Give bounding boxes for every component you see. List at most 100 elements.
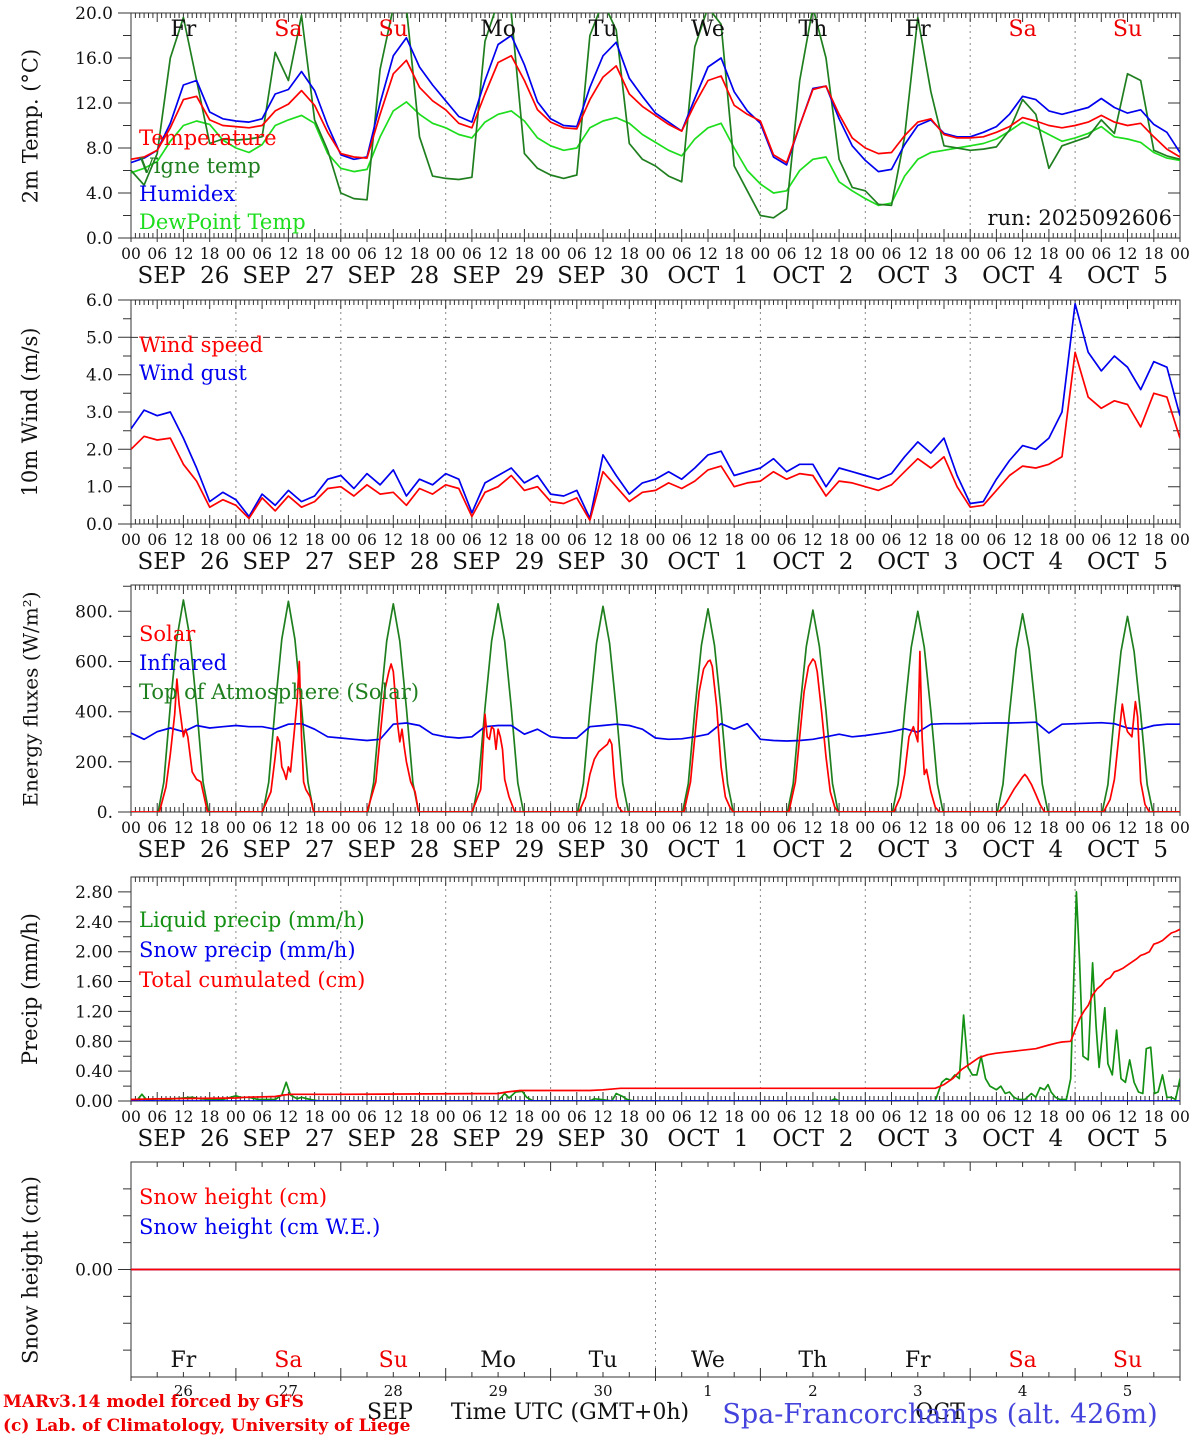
hour-tick-label: 12 [1013,1108,1033,1126]
date-label: SEP 29 [452,837,544,863]
weekday-label: Sa [274,17,302,42]
x-minor-ticks [156,1162,1155,1377]
hour-tick-label: 06 [252,819,272,837]
hour-tick-label: 06 [987,531,1007,549]
weekday-label: Fr [905,1348,931,1373]
date-label: SEP 27 [242,549,334,575]
hour-tick-label: 00 [751,531,771,549]
date-label: OCT 1 [667,837,748,863]
weekday-label: Sa [1009,1348,1037,1373]
legend-infrared: Infrared [139,651,228,675]
weekday-label: Sa [1009,17,1037,42]
hour-tick-label: 00 [121,819,141,837]
y-major-ticks [118,299,1180,525]
hour-tick-label: 06 [147,1108,167,1126]
date-label: OCT 2 [772,263,853,289]
hour-tick-label: 12 [1013,245,1033,263]
hour-tick-label: 00 [646,531,666,549]
hour-tick-label: 12 [593,819,613,837]
hour-tick-label: 00 [226,819,246,837]
hour-tick-label: 12 [174,819,194,837]
hour-tick-label: 18 [200,531,220,549]
date-label: OCT 1 [667,549,748,575]
hour-tick-label: 18 [724,245,744,263]
wind-legend: Wind speed Wind gust [139,331,263,387]
hour-tick-label: 00 [646,1108,666,1126]
hour-tick-label: 06 [252,245,272,263]
hour-tick-label: 00 [331,1108,351,1126]
day-number-label: 30 [594,1382,613,1400]
hour-tick-label: 12 [174,245,194,263]
hour-tick-label: 06 [672,245,692,263]
hour-tick-label: 12 [593,1108,613,1126]
series-solar [131,650,1180,812]
hour-tick-label: 06 [357,819,377,837]
hour-tick-label: 06 [462,245,482,263]
hour-tick-label: 12 [698,1108,718,1126]
date-label: SEP 28 [347,1126,439,1152]
hour-tick-label: 18 [829,819,849,837]
hour-tick-label: 18 [305,1108,325,1126]
hour-tick-label: 00 [541,1108,561,1126]
hour-tick-label: 18 [1039,245,1059,263]
hour-tick-label: 12 [698,531,718,549]
hour-tick-label: 18 [934,531,954,549]
hour-tick-label: 06 [672,1108,692,1126]
legend-liquid-precip: Liquid precip (mm/h) [139,908,365,932]
hour-tick-label: 00 [331,245,351,263]
date-label: OCT 2 [772,837,853,863]
date-label: SEP 28 [347,837,439,863]
hour-tick-label: 00 [960,531,980,549]
date-label: SEP 26 [137,263,229,289]
day-number-label: 26 [174,1382,193,1400]
hour-tick-label: 00 [751,245,771,263]
precip-axis-title: Precip (mm/h) [18,913,42,1066]
hour-tick-label: 06 [357,245,377,263]
y-tick-label: 2.0 [86,440,113,460]
hour-tick-label: 06 [777,245,797,263]
hour-tick-label: 12 [383,1108,403,1126]
hour-tick-label: 00 [646,245,666,263]
date-label: SEP 30 [557,263,649,289]
hour-tick-label: 12 [488,245,508,263]
panel-0: 0.0 4.0 8.0 12.0 16.0 20.0 00 06 12 18 00 06 12 18 00 0… [75,4,1190,289]
date-label: SEP 27 [242,263,334,289]
hour-tick-label: 18 [410,819,430,837]
date-label: OCT 2 [772,1126,853,1152]
hour-tick-label: 06 [882,819,902,837]
hour-tick-label: 18 [515,819,535,837]
station-label: Spa-Francorchamps (alt. 426m) [722,1399,1158,1430]
model-credit: MARv3.14 model forced by GFS [3,1392,304,1412]
hour-tick-label: 18 [934,819,954,837]
legend-wind-gust: Wind gust [139,361,247,385]
hour-tick-label: 18 [619,531,639,549]
panel-frame [130,299,1181,525]
weekday-label: Fr [171,1348,197,1373]
y-tick-label: 12.0 [75,94,113,114]
hour-tick-label: 06 [882,1108,902,1126]
hour-tick-label: 00 [960,819,980,837]
weekday-label: Tu [589,1348,618,1373]
y-tick-label: 4.0 [86,184,113,204]
hour-tick-label: 18 [619,819,639,837]
y-tick-label: 2.00 [75,943,113,963]
date-label: OCT 4 [982,549,1063,575]
series-vigne-temp [131,13,1180,219]
date-label: OCT 3 [877,549,958,575]
hour-tick-label: 06 [147,819,167,837]
hour-tick-label: 12 [698,245,718,263]
hour-tick-label: 06 [462,1108,482,1126]
weekday-label: Th [798,17,827,42]
date-label: SEP 29 [452,1126,544,1152]
hour-tick-label: 00 [1065,819,1085,837]
hour-tick-label: 00 [121,1108,141,1126]
legend-dewpoint: DewPoint Temp [139,210,306,234]
series-temperature [131,54,1180,164]
y-minor-ticks [123,585,1180,788]
y-tick-label: 200. [75,753,113,773]
weekday-label: We [691,1348,725,1373]
weekday-label: Fr [171,17,197,42]
hour-tick-label: 12 [383,819,403,837]
hour-tick-label: 12 [278,1108,298,1126]
